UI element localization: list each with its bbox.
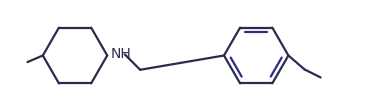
- Text: NH: NH: [110, 47, 131, 61]
